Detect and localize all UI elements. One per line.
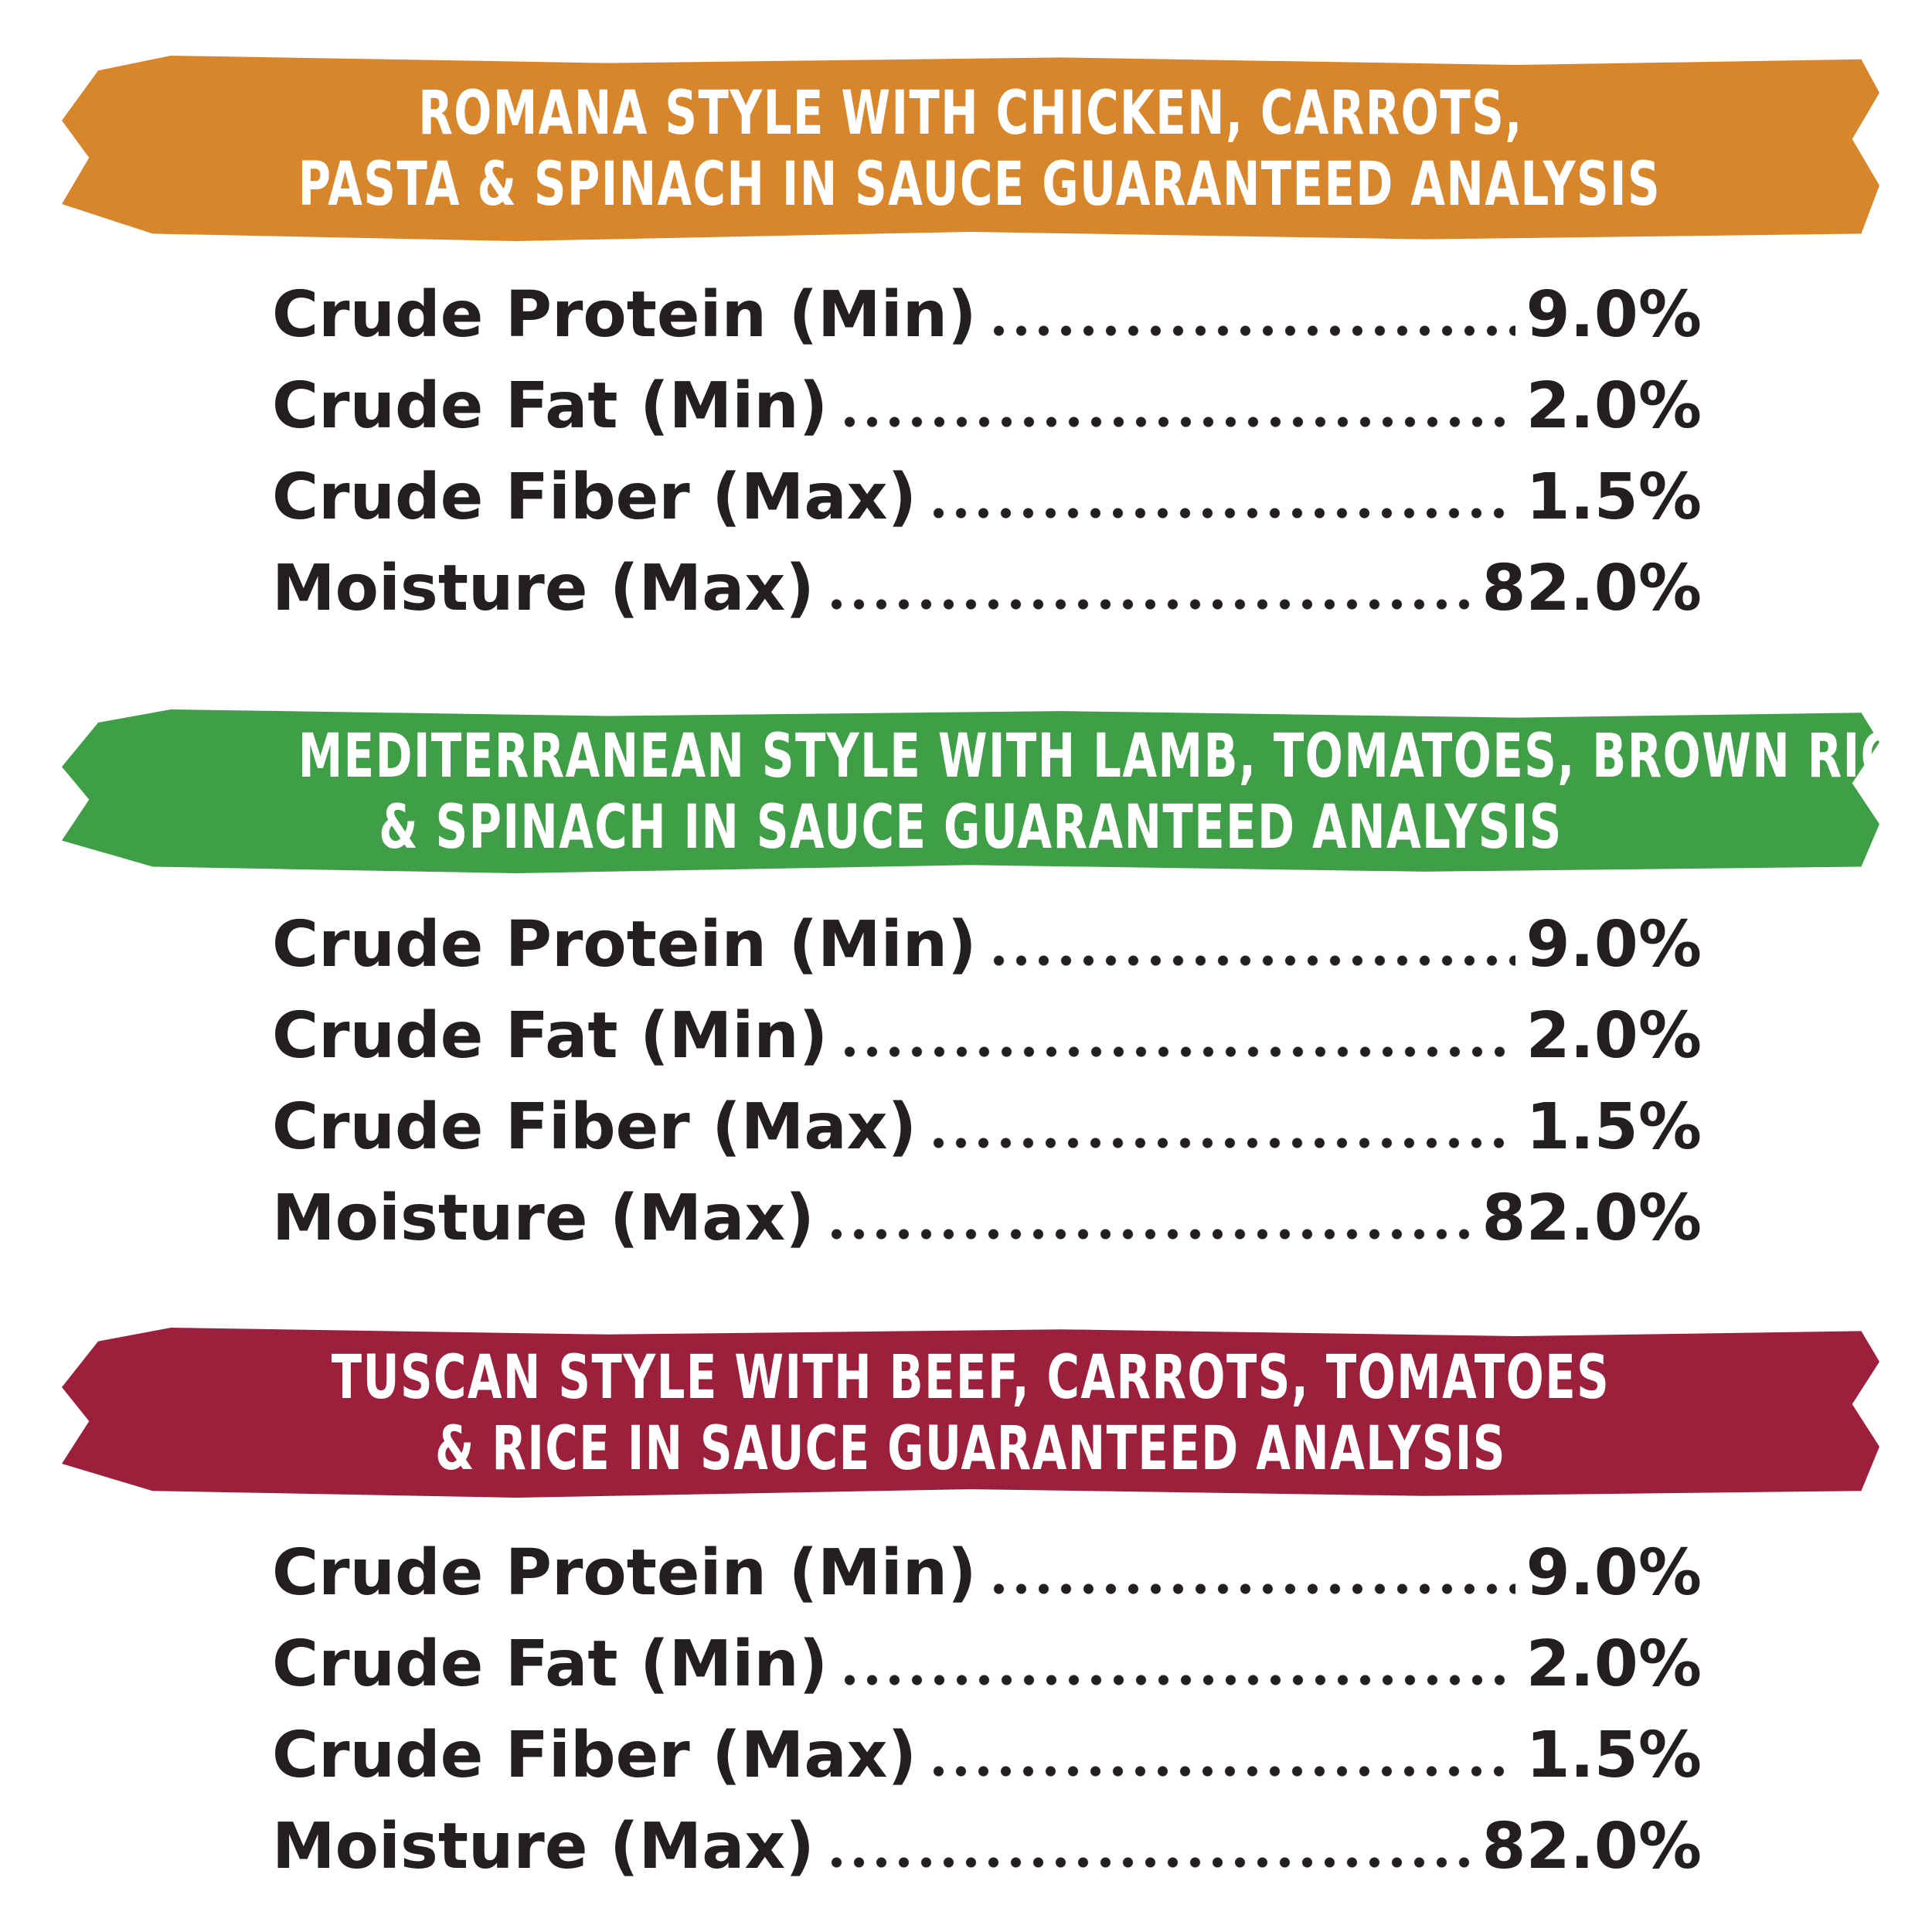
dot-leader <box>927 508 1515 519</box>
nutrient-label: Crude Protein (Min) <box>272 1536 977 1610</box>
nutrient-label: Crude Fat (Min) <box>272 999 828 1073</box>
dot-leader <box>987 955 1515 966</box>
nutrient-label: Crude Fiber (Max) <box>272 461 917 534</box>
nutrient-value: 2.0% <box>1526 1628 1702 1701</box>
nutrient-label: Crude Protein (Min) <box>272 908 977 981</box>
nutrient-value: 2.0% <box>1526 369 1702 443</box>
nutrient-value: 1.5% <box>1526 1090 1702 1164</box>
nutrient-value: 2.0% <box>1526 999 1702 1073</box>
banner-title: & SPINACH IN SAUCE GUARANTEED ANALYSIS <box>379 793 1563 862</box>
analysis-row: Crude Fat (Min) 2.0% <box>272 999 1702 1084</box>
nutrient-value: 9.0% <box>1526 1536 1702 1610</box>
banner-title: & RICE IN SAUCE GUARANTEED ANALYSIS <box>435 1414 1506 1484</box>
dot-leader <box>825 1857 1471 1868</box>
nutrient-label: Crude Fat (Min) <box>272 369 828 443</box>
analysis-row: Moisture (Max) 82.0% <box>272 1182 1702 1267</box>
analysis-row: Crude Protein (Min) 9.0% <box>272 1536 1702 1621</box>
nutrient-label: Moisture (Max) <box>272 1810 815 1883</box>
section-banner: MEDITERRANEAN STYLE WITH LAMB, TOMATOES,… <box>62 709 1879 873</box>
banner-title: ROMANA STYLE WITH CHICKEN, CARROTS, <box>418 79 1523 148</box>
section-banner: ROMANA STYLE WITH CHICKEN, CARROTS, PASTA… <box>62 56 1879 241</box>
nutrient-label: Crude Fiber (Max) <box>272 1719 917 1792</box>
nutrient-label: Moisture (Max) <box>272 1182 815 1255</box>
dot-leader <box>927 1138 1515 1148</box>
nutrient-label: Crude Fat (Min) <box>272 1628 828 1701</box>
nutrient-value: 82.0% <box>1481 1182 1702 1255</box>
nutrient-label: Crude Fiber (Max) <box>272 1090 917 1164</box>
nutrient-value: 82.0% <box>1481 1810 1702 1883</box>
analysis-row: Crude Protein (Min) 9.0% <box>272 908 1702 993</box>
nutrient-value: 82.0% <box>1481 552 1702 625</box>
nutrient-value: 1.5% <box>1526 1719 1702 1792</box>
dot-leader <box>838 1675 1515 1685</box>
nutrient-value: 1.5% <box>1526 461 1702 534</box>
dot-leader <box>987 325 1515 336</box>
nutrient-value: 9.0% <box>1526 278 1702 352</box>
analysis-row: Moisture (Max) 82.0% <box>272 1810 1702 1895</box>
dot-leader <box>825 599 1471 610</box>
nutrient-value: 9.0% <box>1526 908 1702 981</box>
dot-leader <box>927 1766 1515 1777</box>
section-banner: TUSCAN STYLE WITH BEEF, CARROTS, TOMATOE… <box>62 1328 1879 1498</box>
dot-leader <box>987 1583 1515 1594</box>
analysis-row: Crude Protein (Min) 9.0% <box>272 278 1702 363</box>
dot-leader <box>838 417 1515 427</box>
banner-title: TUSCAN STYLE WITH BEEF, CARROTS, TOMATOE… <box>331 1343 1611 1413</box>
banner-title: PASTA & SPINACH IN SAUCE GUARANTEED ANAL… <box>298 150 1662 219</box>
banner-title: MEDITERRANEAN STYLE WITH LAMB, TOMATOES,… <box>298 722 1927 791</box>
analysis-row: Crude Fat (Min) 2.0% <box>272 369 1702 454</box>
analysis-row: Moisture (Max) 82.0% <box>272 552 1702 637</box>
analysis-row: Crude Fiber (Max) 1.5% <box>272 1090 1702 1175</box>
analysis-row: Crude Fat (Min) 2.0% <box>272 1628 1702 1713</box>
analysis-row: Crude Fiber (Max) 1.5% <box>272 1719 1702 1804</box>
dot-leader <box>838 1046 1515 1057</box>
dot-leader <box>825 1229 1471 1240</box>
nutrient-label: Moisture (Max) <box>272 552 815 625</box>
nutrient-label: Crude Protein (Min) <box>272 278 977 352</box>
analysis-row: Crude Fiber (Max) 1.5% <box>272 461 1702 546</box>
